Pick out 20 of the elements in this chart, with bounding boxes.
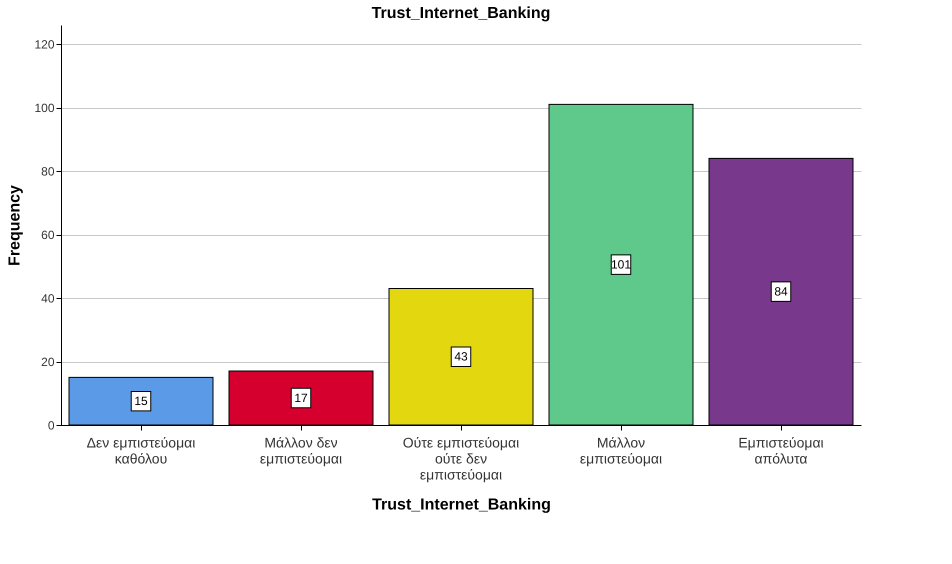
x-tick-label: Μάλλον δεν εμπιστεύομαι <box>260 434 342 466</box>
y-tick-label: 120 <box>34 38 55 52</box>
y-tick-label: 80 <box>41 164 55 179</box>
data-label: 84 <box>774 284 788 299</box>
x-tick-label: Εμπιστεύομαι απόλυτα <box>738 434 824 466</box>
x-tick-label: Δεν εμπιστεύομαι καθόλου <box>86 434 196 466</box>
x-tick-label: Μάλλον εμπιστεύομαι <box>580 434 662 466</box>
y-tick-label: 60 <box>41 228 55 242</box>
y-tick-label: 20 <box>41 355 55 370</box>
y-axis-title: Frequency <box>6 184 24 266</box>
data-label: 101 <box>610 258 632 272</box>
y-tick-label: 40 <box>41 292 55 306</box>
y-tick-label: 100 <box>34 101 55 116</box>
x-tick-label: Ούτε εμπιστεύομαι ούτε δεν εμπιστεύομαι <box>402 434 520 482</box>
x-axis-title: Trust_Internet_Banking <box>372 496 551 514</box>
data-label: 15 <box>134 394 148 408</box>
data-label: 17 <box>294 391 308 406</box>
chart-title: Trust_Internet_Banking <box>372 5 550 22</box>
y-tick-label: 0 <box>48 418 55 432</box>
data-label: 43 <box>454 350 468 364</box>
